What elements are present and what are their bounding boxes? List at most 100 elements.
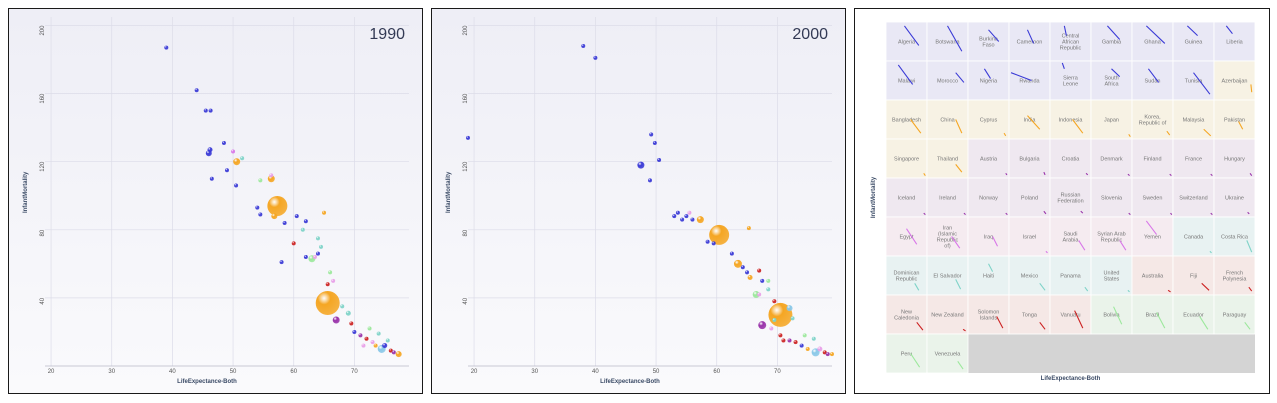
data-point: [385, 338, 390, 343]
data-point: [367, 326, 372, 331]
country-cell: Ecuador: [1172, 294, 1215, 335]
data-point: [271, 213, 278, 220]
y-tick-label: 120: [463, 161, 469, 172]
data-point: [811, 348, 820, 357]
country-label: Republic: [1060, 46, 1082, 52]
data-point: [772, 318, 777, 323]
country-cell: Poland: [1008, 177, 1051, 218]
country-label: Nigeria: [980, 79, 998, 85]
country-label: Egypt: [899, 235, 914, 241]
country-label: Syrian Arab: [1097, 232, 1125, 238]
year-label: 1990: [369, 26, 405, 43]
country-label: France: [1185, 157, 1202, 163]
country-trend-line: [1250, 84, 1253, 93]
cell-background: [1090, 177, 1133, 218]
country-label: Polynesia: [1223, 277, 1248, 283]
cell-background: [885, 216, 928, 257]
country-cell: Israel: [1008, 216, 1051, 257]
cell-background: [926, 255, 969, 296]
country-cell: Guinea: [1172, 21, 1215, 62]
country-cell: Botswana: [926, 21, 969, 62]
country-label: Costa Rica: [1221, 235, 1249, 241]
country-label: Saudi: [1063, 232, 1077, 238]
country-trend-line: [962, 328, 966, 332]
data-point: [746, 226, 751, 231]
country-cell: Ukraine: [1213, 177, 1256, 218]
country-cell: Morocco: [926, 60, 969, 101]
country-cell: Switzerland: [1172, 177, 1215, 218]
country-trend-line: [1113, 306, 1123, 325]
cell-background: [1049, 99, 1092, 140]
country-cell: New Zealand: [926, 294, 969, 335]
country-label: Israel: [1023, 235, 1036, 241]
country-cell: Tunisia: [1172, 60, 1215, 101]
country-label: Brazil: [1146, 313, 1160, 319]
country-label: Malaysia: [1183, 118, 1206, 124]
country-trend-line: [1156, 312, 1166, 329]
country-cell: Azerbaijan: [1213, 60, 1256, 101]
country-trend-line: [906, 228, 918, 245]
data-point: [240, 156, 245, 161]
country-trend-line: [1249, 173, 1253, 176]
country-trend-line: [955, 72, 965, 83]
country-trend-line: [1080, 210, 1084, 214]
data-point: [675, 210, 680, 215]
country-trend-line: [1078, 240, 1086, 251]
data-point: [684, 214, 689, 219]
data-point: [258, 178, 263, 183]
country-label: Republic: [937, 238, 959, 244]
country-label: Algeria: [898, 40, 916, 46]
data-point: [395, 351, 402, 358]
country-label: States: [1104, 277, 1120, 283]
country-label: Faso: [982, 43, 994, 49]
data-point: [315, 291, 340, 316]
x-tick-label: 30: [108, 369, 115, 375]
data-point: [747, 274, 753, 280]
cell-background: [1131, 294, 1174, 335]
country-trend-line: [1201, 282, 1210, 291]
cell-background: [1131, 21, 1174, 62]
data-point: [267, 195, 288, 216]
country-cell: Australia: [1131, 255, 1174, 296]
x-tick-label: 70: [774, 369, 781, 375]
data-point: [769, 326, 774, 331]
data-point: [340, 304, 345, 309]
country-trend-line: [923, 173, 926, 176]
cell-background: [967, 138, 1010, 179]
country-trend-line: [1010, 72, 1032, 82]
country-cell: India: [1008, 99, 1051, 140]
country-trend-line: [1005, 212, 1008, 216]
cell-background: [967, 21, 1010, 62]
country-cell: Malaysia: [1172, 99, 1215, 140]
country-cell: Cameroon: [1008, 21, 1051, 62]
country-label: Ghana: [1144, 40, 1161, 46]
country-trend-line: [1072, 119, 1084, 134]
country-label: Cyprus: [980, 118, 998, 124]
country-label: Norway: [979, 196, 998, 202]
country-label: Sudan: [1145, 79, 1161, 85]
y-tick-label: 80: [463, 229, 469, 236]
data-point: [376, 331, 381, 336]
country-trend-line: [1127, 289, 1130, 293]
country-trend-line: [923, 212, 926, 216]
x-tick-label: 20: [48, 369, 55, 375]
country-label: Haiti: [983, 274, 994, 280]
country-trend-line: [1210, 173, 1213, 177]
data-point: [786, 305, 793, 312]
country-trend-line: [992, 236, 999, 247]
y-axis-title: InfantMortality: [871, 176, 877, 218]
data-point: [787, 338, 792, 343]
country-cell: Bolivia: [1090, 294, 1133, 335]
country-label: New Zealand: [931, 313, 963, 319]
data-point: [388, 348, 393, 353]
data-point: [233, 158, 241, 166]
data-point: [711, 241, 716, 246]
country-trend-line: [1167, 289, 1171, 293]
country-cell: Vanuatu: [1049, 294, 1092, 335]
country-trend-line: [1084, 286, 1089, 292]
country-label: Federation: [1057, 199, 1083, 205]
